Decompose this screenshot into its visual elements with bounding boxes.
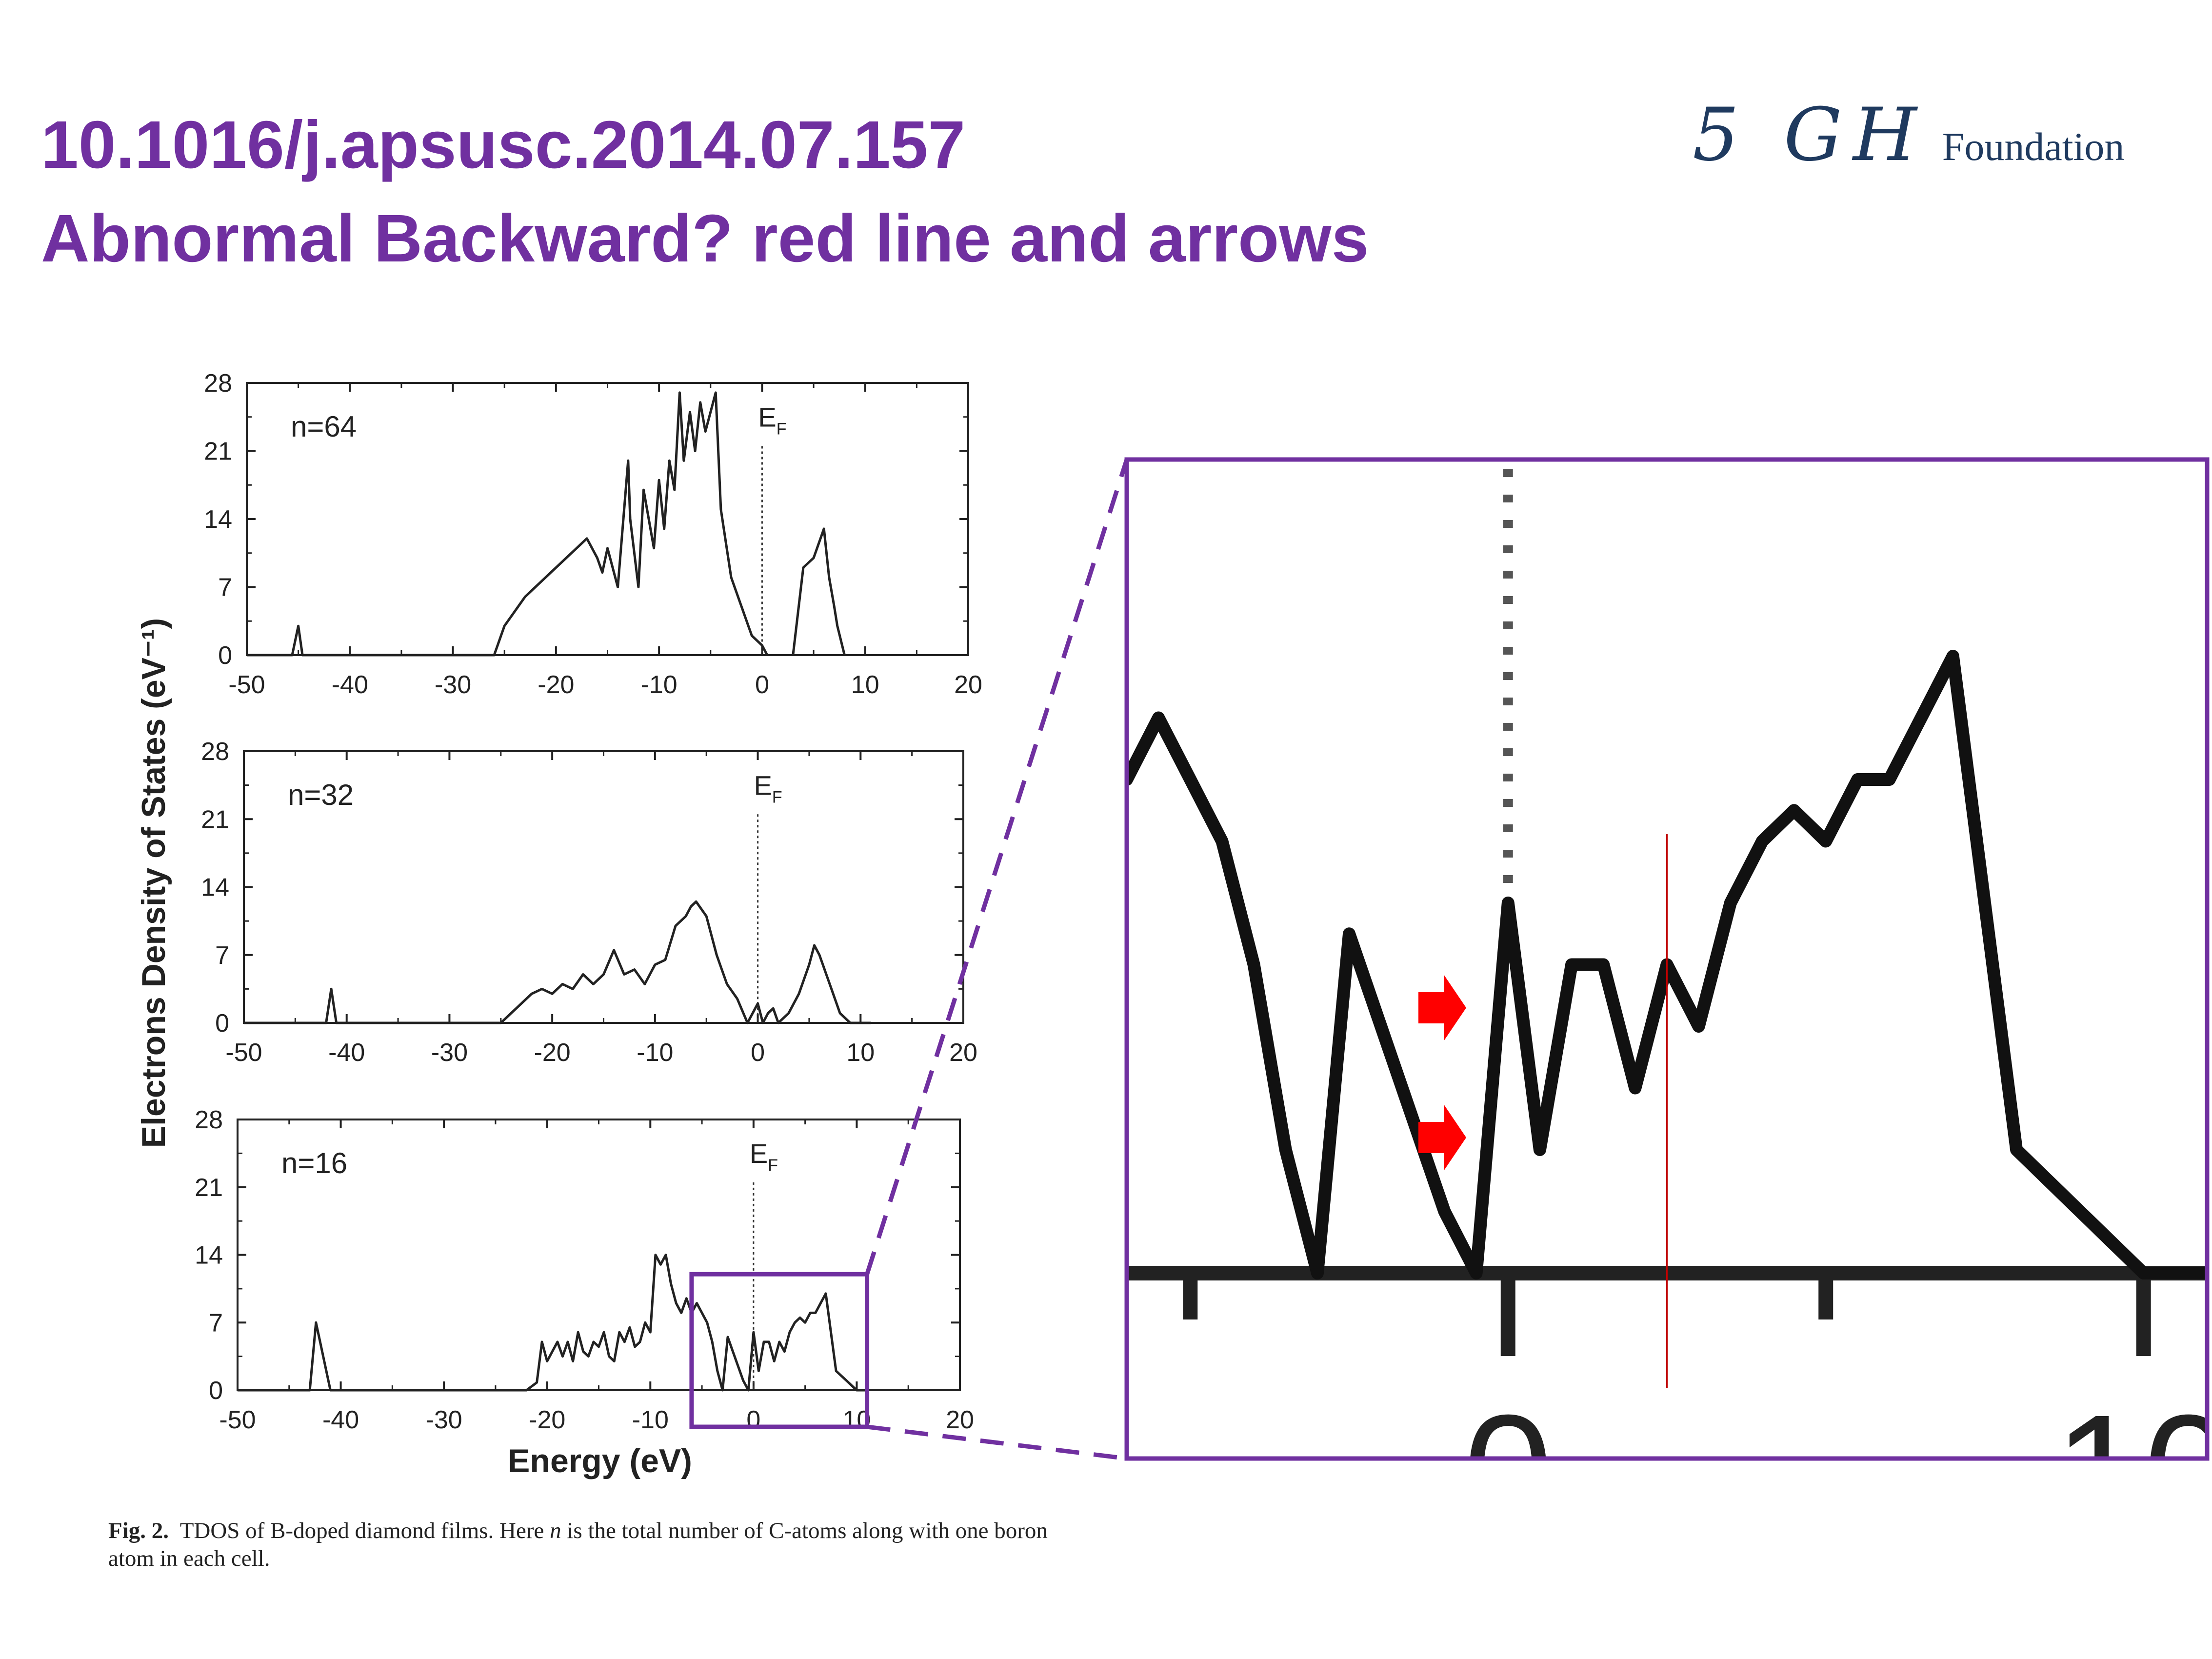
y-tick-label: 28 bbox=[195, 1106, 223, 1134]
x-tick-label: 10 bbox=[851, 671, 879, 699]
x-tick-label: -40 bbox=[332, 671, 368, 699]
zoom-dos-curve bbox=[1127, 650, 2207, 1279]
x-tick-label: 0 bbox=[746, 1406, 760, 1434]
red-arrow-marker bbox=[1418, 1104, 1466, 1171]
fermi-label: EF bbox=[754, 770, 782, 807]
x-tick-label: -40 bbox=[322, 1406, 359, 1434]
x-tick-label: -50 bbox=[228, 671, 265, 699]
fermi-label: EF bbox=[758, 402, 786, 439]
fermi-label-subscript: F bbox=[772, 788, 782, 807]
y-tick-label: 21 bbox=[195, 1174, 223, 1202]
y-tick-label: 28 bbox=[204, 369, 232, 398]
zoom-source-box bbox=[689, 1272, 870, 1429]
figure-caption: Fig. 2. TDOS of B-doped diamond films. H… bbox=[108, 1517, 1084, 1573]
panel-label: n=16 bbox=[281, 1147, 347, 1179]
y-tick-label: 7 bbox=[218, 574, 232, 602]
zoom-tick-label: 0 bbox=[1463, 1381, 1553, 1561]
zoom-inset-frame bbox=[1124, 457, 2210, 1461]
chart-panels: -50 -40 -30 -20 -10 0 10 20 0 7 14 21 28 EF n=64 -50 -40… bbox=[195, 369, 982, 1434]
y-tick-label: 7 bbox=[215, 941, 229, 970]
panel-label: n=32 bbox=[288, 779, 354, 811]
y-tick-label: 14 bbox=[201, 874, 229, 902]
x-tick-label: 20 bbox=[949, 1039, 977, 1067]
fermi-label-subscript: F bbox=[768, 1156, 778, 1175]
caption-text-before: TDOS of B-doped diamond films. Here bbox=[179, 1518, 544, 1543]
fermi-label: EF bbox=[750, 1138, 778, 1175]
x-tick-label: -40 bbox=[328, 1039, 365, 1067]
x-tick-label: 0 bbox=[751, 1039, 765, 1067]
y-tick-label: 28 bbox=[201, 738, 229, 766]
x-tick-label: -50 bbox=[219, 1406, 256, 1434]
zoom-connector-bottom bbox=[867, 1424, 1127, 1461]
red-arrow-marker bbox=[1418, 975, 1466, 1041]
zoom-inset: 0 10 bbox=[689, 457, 2212, 1561]
zoom-inset-content: 0 10 bbox=[1127, 469, 2212, 1561]
zoom-tick-label: 10 bbox=[2054, 1381, 2212, 1561]
y-tick-label: 0 bbox=[215, 1009, 229, 1038]
dos-panel-2: -50 -40 -30 -20 -10 0 10 20 0 7 14 21 28 EF n=32 bbox=[201, 738, 977, 1067]
y-tick-label: 14 bbox=[195, 1241, 223, 1270]
dos-series-line bbox=[244, 900, 871, 1024]
dos-series-line bbox=[792, 527, 846, 656]
zoom-connector-top bbox=[865, 459, 1129, 1275]
x-tick-label: -10 bbox=[637, 1039, 673, 1067]
x-tick-label: 20 bbox=[946, 1406, 974, 1434]
y-tick-label: 14 bbox=[204, 505, 232, 534]
caption-label: Fig. 2. bbox=[108, 1518, 169, 1543]
x-tick-label: -10 bbox=[632, 1406, 669, 1434]
x-tick-label: -20 bbox=[529, 1406, 565, 1434]
y-tick-label: 21 bbox=[201, 805, 229, 834]
y-tick-label: 7 bbox=[209, 1309, 223, 1337]
y-tick-label: 21 bbox=[204, 438, 232, 466]
y-tick-label: 0 bbox=[218, 641, 232, 670]
x-tick-label: -20 bbox=[534, 1039, 571, 1067]
caption-text-after: is the total number of C-atoms along wit… bbox=[108, 1518, 1048, 1572]
x-tick-label: 20 bbox=[954, 671, 982, 699]
x-tick-label: 10 bbox=[846, 1039, 875, 1067]
panel-label: n=64 bbox=[291, 410, 357, 443]
dos-panel-1: -50 -40 -30 -20 -10 0 10 20 0 7 14 21 28 EF n=64 bbox=[204, 369, 982, 699]
x-tick-label: 0 bbox=[755, 671, 769, 699]
dos-series-line bbox=[238, 1254, 867, 1392]
x-tick-label: -30 bbox=[431, 1039, 468, 1067]
foundation-logo: 5 GH Foundation bbox=[1693, 93, 2124, 178]
fermi-label-subscript: F bbox=[777, 420, 787, 439]
x-tick-label: -20 bbox=[538, 671, 574, 699]
dos-series-line bbox=[247, 391, 769, 657]
x-axis-label: Energy (eV) bbox=[508, 1442, 692, 1479]
logo-mark: 5 GH bbox=[1693, 93, 1928, 178]
caption-variable: n bbox=[550, 1518, 561, 1543]
slide-subtitle: Abnormal Backward? red line and arrows bbox=[41, 201, 1369, 276]
x-tick-label: -50 bbox=[225, 1039, 262, 1067]
y-tick-label: 0 bbox=[209, 1377, 223, 1405]
x-tick-label: -30 bbox=[426, 1406, 462, 1434]
x-tick-label: -10 bbox=[641, 671, 678, 699]
logo-word: Foundation bbox=[1942, 124, 2125, 169]
y-axis-label: Electrons Density of States (eV⁻¹) bbox=[135, 618, 172, 1148]
x-tick-label: -30 bbox=[435, 671, 471, 699]
doi-title: 10.1016/j.apsusc.2014.07.157 bbox=[41, 107, 966, 182]
